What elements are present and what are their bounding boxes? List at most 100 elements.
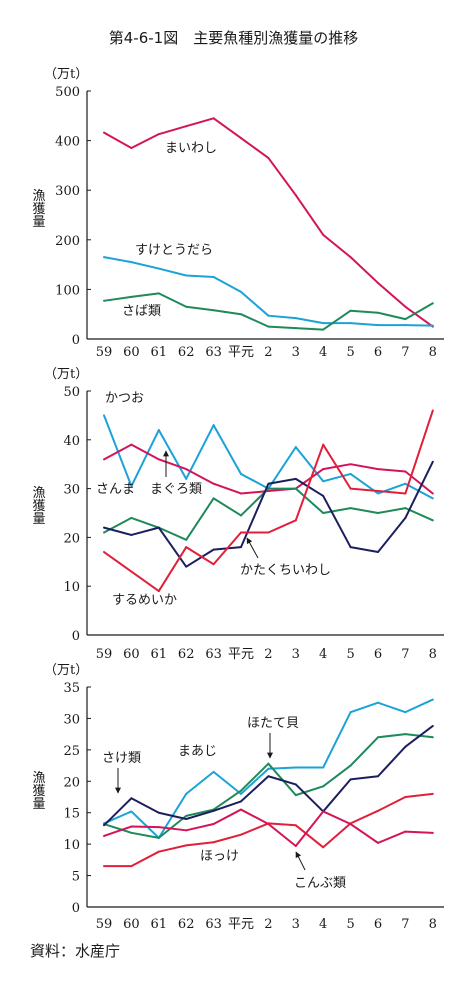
- data-point: [240, 531, 242, 534]
- data-point: [377, 551, 379, 554]
- x-tick-label: 3: [292, 345, 300, 360]
- data-point: [185, 477, 188, 480]
- data-point: [212, 770, 215, 773]
- data-point: [267, 823, 270, 826]
- x-tick-label: 2: [264, 917, 272, 932]
- data-point: [212, 563, 215, 566]
- data-point: [185, 792, 188, 795]
- x-tick-label: 8: [429, 647, 437, 662]
- data-point: [431, 497, 434, 500]
- data-point: [240, 472, 242, 475]
- data-point: [431, 736, 434, 739]
- data-point: [267, 531, 270, 534]
- data-point: [322, 810, 325, 813]
- data-point: [349, 322, 352, 325]
- y-tick-label: 10: [63, 838, 80, 853]
- x-tick-label: 5: [346, 345, 354, 360]
- data-point: [294, 317, 297, 320]
- data-point: [349, 487, 352, 490]
- data-point: [130, 570, 133, 573]
- series-line-5: [103, 808, 433, 848]
- data-point: [212, 276, 215, 278]
- series-line-2: [103, 733, 433, 839]
- data-point: [240, 313, 242, 316]
- data-point: [185, 565, 188, 568]
- data-point: [294, 783, 297, 786]
- unit-label: （万t）: [44, 367, 88, 382]
- x-tick-label: 61: [151, 917, 168, 932]
- label-arrow: [295, 851, 306, 871]
- data-point: [103, 458, 105, 461]
- data-point: [240, 833, 242, 836]
- series-label: まあじ: [178, 744, 217, 759]
- data-point: [130, 485, 133, 488]
- data-point: [267, 487, 270, 490]
- data-point: [349, 472, 352, 475]
- data-point: [377, 311, 379, 314]
- data-point: [294, 766, 297, 769]
- data-point: [240, 808, 242, 811]
- data-point: [431, 519, 434, 522]
- data-point: [185, 829, 188, 832]
- data-point: [349, 309, 352, 312]
- data-point: [185, 274, 188, 277]
- x-tick-label: 6: [374, 917, 382, 932]
- x-tick-label: 4: [319, 345, 327, 360]
- data-point: [212, 809, 215, 812]
- data-point: [404, 745, 407, 748]
- data-point: [349, 256, 352, 259]
- data-point: [212, 548, 215, 551]
- data-point: [404, 318, 407, 321]
- series-label: すけとうだら: [135, 243, 213, 258]
- data-point: [294, 487, 297, 490]
- data-point: [157, 826, 160, 829]
- data-point: [267, 314, 270, 317]
- data-point: [322, 480, 325, 483]
- data-point: [431, 302, 434, 305]
- y-axis-label: 漁獲量: [30, 486, 46, 525]
- data-point: [294, 446, 297, 449]
- data-point: [377, 468, 379, 471]
- x-tick-label: 60: [123, 917, 140, 932]
- data-point: [377, 736, 379, 739]
- data-point: [294, 845, 297, 848]
- data-point: [404, 733, 407, 736]
- source-note: 資料：水産庁: [30, 942, 121, 960]
- y-tick-label: 400: [55, 135, 80, 150]
- data-point: [157, 590, 160, 593]
- data-point: [103, 834, 105, 837]
- data-point: [349, 764, 352, 767]
- y-tick-label: 300: [55, 184, 80, 199]
- label-arrow: [246, 537, 259, 559]
- data-point: [294, 194, 297, 197]
- data-point: [377, 512, 379, 514]
- data-point: [404, 482, 407, 485]
- y-tick-label: 10: [63, 580, 80, 595]
- data-point: [267, 775, 270, 778]
- data-point: [185, 468, 188, 471]
- y-axis-label: 漁獲量: [30, 771, 46, 810]
- x-tick-label: 63: [205, 917, 222, 932]
- data-point: [212, 823, 215, 826]
- x-tick-label: 3: [292, 917, 300, 932]
- data-point: [130, 443, 133, 446]
- series-line-4: [103, 461, 434, 568]
- data-point: [157, 526, 160, 529]
- x-tick-label: 6: [374, 345, 382, 360]
- series-label: まぐろ類: [150, 482, 202, 497]
- data-point: [377, 841, 379, 844]
- y-tick-label: 0: [72, 629, 80, 644]
- data-point: [294, 794, 297, 797]
- data-point: [322, 443, 325, 446]
- series-label: さんま: [96, 482, 135, 497]
- data-point: [431, 492, 434, 495]
- y-axis-label: 漁獲量: [30, 189, 46, 228]
- data-point: [130, 533, 133, 536]
- series-label: するめいか: [112, 593, 177, 608]
- y-tick-label: 50: [63, 385, 80, 400]
- x-tick-label: 平元: [228, 647, 254, 662]
- data-point: [267, 482, 270, 485]
- x-tick-label: 8: [429, 345, 437, 360]
- x-tick-label: 61: [151, 647, 168, 662]
